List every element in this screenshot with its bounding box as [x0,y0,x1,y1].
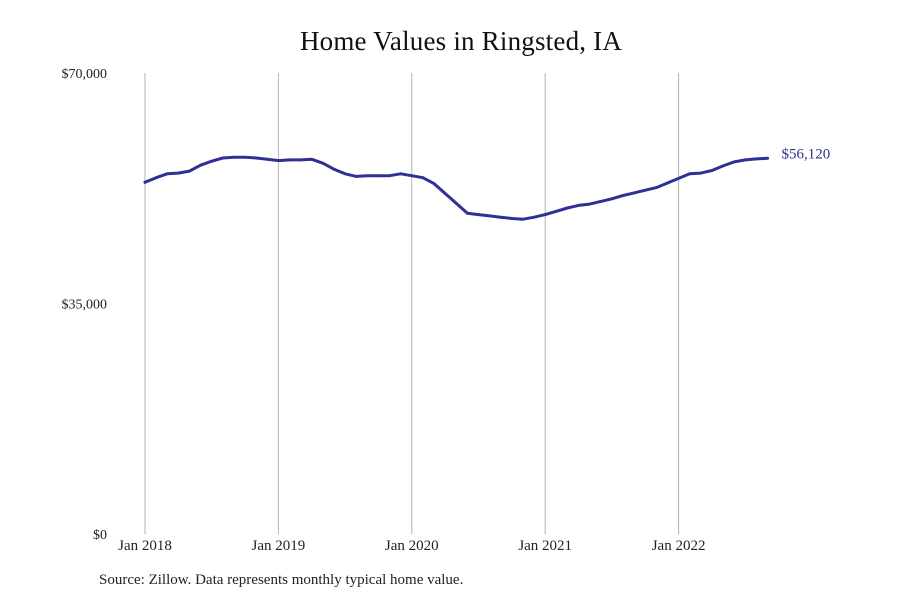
data-point [599,200,603,203]
data-point [732,160,736,164]
data-point [288,158,291,162]
data-point [321,161,325,165]
data-point [621,194,625,197]
data-point [377,174,380,178]
data-point [521,217,525,221]
x-axis-ticks: Jan 2018 Jan 2019 Jan 2020 Jan 2021 Jan 2022 [118,538,705,554]
data-point [688,172,692,176]
data-point [588,202,592,206]
data-point [210,159,214,163]
data-point [532,215,536,219]
data-point [488,214,492,218]
data-point [510,217,514,220]
data-point [454,201,458,205]
x-tick-label: Jan 2020 [385,538,439,554]
data-point [410,174,414,178]
data-point [277,159,280,162]
data-point [188,169,191,173]
data-point [354,174,358,178]
data-point [199,163,202,167]
y-tick-label: $70,000 [62,67,108,82]
data-point [710,169,714,172]
data-point [265,157,269,161]
data-point [254,156,258,160]
data-point [554,209,558,213]
data-point [766,156,769,160]
x-tick-label: Jan 2018 [118,538,172,554]
data-point [221,156,225,160]
data-point [743,158,747,162]
data-point [421,176,425,180]
data-point [299,158,303,162]
data-point [666,181,669,185]
data-point [477,213,480,216]
x-tick-label: Jan 2022 [652,538,706,554]
series-line [143,155,769,221]
series-layer: $56,120 [143,146,831,221]
data-point [643,188,647,192]
data-point [543,213,547,216]
data-point [577,203,580,207]
data-point [176,171,180,175]
data-point [432,182,436,186]
data-point [154,176,158,180]
data-point [443,192,447,195]
y-tick-label: $35,000 [62,298,108,313]
data-point [365,174,369,178]
data-point [232,155,236,159]
source-note: Source: Zillow. Data represents monthly … [99,572,464,588]
data-point [388,174,391,178]
y-axis-ticks: $0 $35,000 $70,000 [62,67,108,543]
data-point [243,155,247,159]
data-point [310,157,314,161]
data-point [465,211,469,215]
data-point [677,176,680,180]
data-point [699,171,703,175]
data-point [566,206,569,210]
data-point [632,191,636,195]
x-tick-label: Jan 2021 [518,538,572,554]
data-point [755,157,758,161]
data-point [343,172,347,176]
chart-title: Home Values in Ringsted, IA [299,26,623,56]
data-point [654,186,658,189]
data-point [610,197,614,201]
gridlines [144,73,680,534]
data-point [499,215,503,219]
data-point [332,167,336,171]
data-point [165,172,169,176]
data-point [399,172,403,176]
data-point [721,164,725,168]
end-value-label: $56,120 [782,146,831,162]
data-point [143,180,147,184]
x-tick-label: Jan 2019 [252,538,306,554]
y-tick-label: $0 [93,528,107,543]
